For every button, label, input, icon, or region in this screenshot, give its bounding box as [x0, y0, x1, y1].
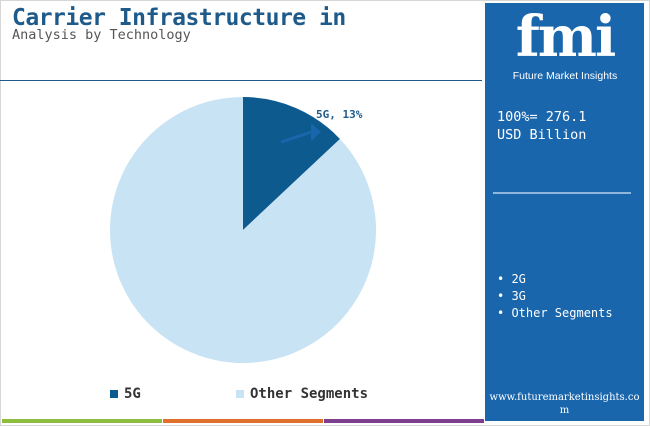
- legend-item-5g: 5G: [110, 385, 141, 403]
- info-sidebar: fmi Future Market Insights 100%= 276.1 U…: [485, 3, 644, 421]
- segment-list: • 2G • 3G • Other Segments: [497, 271, 613, 322]
- legend-swatch-5g: [110, 390, 118, 398]
- legend-item-other-segments: Other Segments: [236, 385, 368, 403]
- chart-subtitle: Analysis by Technology: [12, 27, 191, 43]
- fmi-logo: fmi Future Market Insights: [503, 5, 627, 83]
- logo-mark: fmi: [515, 4, 617, 70]
- total-unit: USD Billion: [497, 127, 587, 143]
- legend-label-5g: 5G: [124, 386, 141, 402]
- chart-title: Carrier Infrastructure in: [12, 5, 346, 31]
- title-divider: [0, 80, 482, 81]
- segment-item: • Other Segments: [497, 306, 613, 320]
- callout-line: [280, 130, 312, 144]
- pie-slice-other-segments: [109, 97, 376, 363]
- total-value: 100%= 276.1: [497, 109, 587, 125]
- sidebar-divider: [493, 192, 631, 194]
- legend-swatch-other-segments: [236, 390, 244, 398]
- bottom-bar-green: [2, 419, 162, 423]
- segment-item: • 3G: [497, 289, 526, 303]
- bottom-bar-purple: [324, 419, 484, 423]
- segment-item: • 2G: [497, 272, 526, 286]
- callout-arrowhead: [311, 123, 322, 142]
- pie-chart: 5G, 13%: [109, 97, 376, 363]
- logo-subtitle: Future Market Insights: [512, 70, 618, 82]
- bottom-bar-orange: [163, 419, 323, 423]
- legend-label-other-segments: Other Segments: [250, 386, 369, 402]
- market-total: 100%= 276.1 USD Billion: [497, 108, 586, 144]
- website-link[interactable]: www.futuremarketinsights.com: [489, 392, 640, 416]
- data-label-5g: 5G, 13%: [316, 108, 363, 121]
